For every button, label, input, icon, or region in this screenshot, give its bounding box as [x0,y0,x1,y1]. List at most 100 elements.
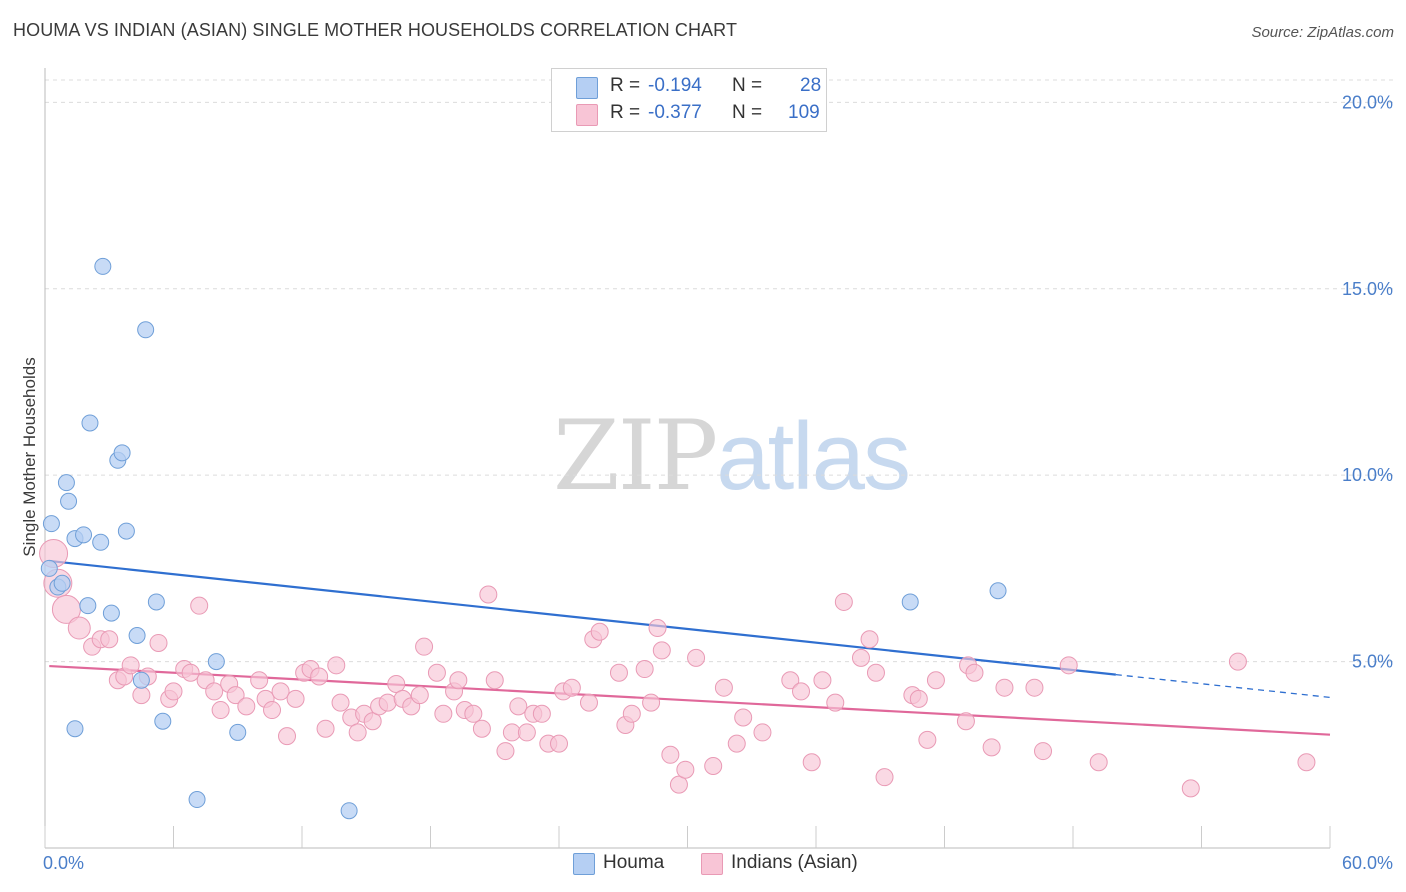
houma-point-11 [94,257,112,275]
houma-point-17 [132,671,150,689]
houma-point-3 [53,574,71,592]
indians-n-value: 109 [788,102,820,123]
axes [44,68,1331,849]
indians-point-3 [67,616,91,640]
indians-r-label: R = [610,102,641,123]
indians-point-79 [687,648,706,667]
indians-point-59 [517,723,536,742]
houma-point-9 [81,414,99,432]
indians-point-12 [149,633,168,652]
indians-point-46 [415,637,434,656]
chart-title: HOUMA VS INDIAN (ASIAN) SINGLE MOTHER HO… [13,20,738,40]
y-tick-label-1: 10.0% [1342,465,1393,485]
indians-point-17 [190,596,209,615]
indians-point-9 [121,656,140,675]
houma-swatch [576,77,598,99]
indians-point-56 [496,742,515,761]
bottom-houma-label: Houma [603,852,665,873]
houma-point-23 [207,653,225,671]
indians-point-41 [378,693,397,712]
indians-r-value: -0.377 [648,102,702,123]
indians-point-97 [918,730,937,749]
source-credit: Source: ZipAtlas.com [1251,24,1394,41]
indians-point-63 [550,734,568,753]
indians-point-22 [226,686,245,705]
houma-point-12 [102,604,120,622]
indians-point-57 [502,723,521,742]
y-axis-label: Single Mother Households [20,357,39,556]
x-tick-label-min: 0.0% [43,853,84,873]
indians-point-110 [1297,753,1316,772]
indians-point-101 [965,663,984,682]
indians-point-98 [926,671,945,690]
indians-point-102 [982,738,1001,757]
indians-point-92 [860,630,879,649]
indians-point-93 [866,663,885,682]
houma-point-4 [57,474,75,492]
indians-point-52 [464,704,483,723]
houma-point-8 [79,597,97,615]
houma-point-10 [92,533,110,551]
indians-point-99 [956,712,975,731]
houma-point-7 [75,526,93,544]
indians-swatch [576,104,598,126]
indians-point-16 [181,663,200,682]
indians-point-45 [410,686,429,705]
indians-point-26 [263,701,282,720]
houma-point-22 [188,791,206,809]
houma-point-25 [340,802,358,820]
indians-point-58 [509,697,528,716]
indians-n-label: N = [732,102,763,123]
houma-n-value: 28 [800,75,822,96]
indians-point-42 [387,674,406,693]
houma-point-14 [113,444,131,462]
data-points [39,257,1316,820]
indians-point-34 [327,656,346,675]
indians-point-87 [802,753,821,772]
y-tick-label-0: 5.0% [1352,652,1393,672]
houma-point-0 [40,559,58,577]
indians-point-69 [609,663,628,682]
indians-point-94 [875,768,894,787]
indians-point-88 [813,671,832,690]
houma-n-label: N = [732,75,763,96]
houma-point-18 [137,321,155,339]
indians-point-105 [1034,742,1053,761]
indians-point-50 [449,671,468,690]
indians-point-71 [622,704,641,723]
indians-point-75 [652,641,671,660]
indians-point-66 [579,693,598,712]
bottom-houma-swatch [573,853,595,875]
indians-point-14 [164,682,183,701]
indians-point-10 [132,686,151,705]
indians-point-84 [753,723,772,742]
indians-point-103 [995,678,1014,697]
indians-point-32 [310,667,329,686]
indians-point-77 [669,775,688,794]
houma-point-21 [66,720,84,738]
indians-point-106 [1059,656,1078,675]
indians-point-74 [648,619,667,638]
y-tick-label-3: 20.0% [1342,92,1393,112]
indians-point-85 [781,671,800,690]
indians-point-29 [286,689,305,708]
indians-point-6 [100,630,119,649]
indians-point-91 [851,648,870,667]
houma-r-value: -0.194 [648,75,702,96]
watermark: ZIPatlas [553,400,911,512]
indians-point-80 [704,756,723,775]
indians-point-55 [485,671,504,690]
houma-point-19 [147,593,165,611]
indians-point-20 [211,701,230,720]
houma-trend-extension [1115,673,1331,699]
houma-point-26 [901,593,919,611]
houma-point-1 [42,515,60,533]
indians-point-90 [834,592,853,611]
x-tick-label-max: 60.0% [1342,853,1393,873]
correlation-legend: R = -0.194 N = 28 R = -0.377 N = 109 [551,68,827,132]
indians-point-82 [727,734,746,753]
indians-point-47 [427,663,446,682]
indians-point-39 [363,712,382,731]
watermark-zip: ZIP [553,400,718,512]
indians-point-76 [661,745,680,764]
